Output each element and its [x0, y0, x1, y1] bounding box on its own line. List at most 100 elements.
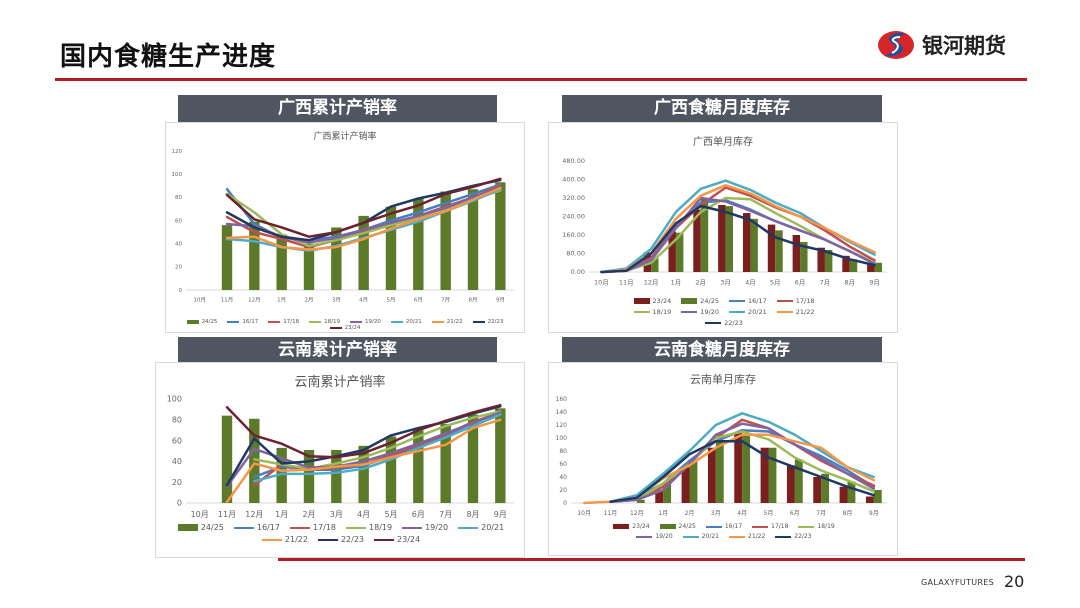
legend-swatch: [186, 319, 199, 325]
bar-23-24: [813, 477, 822, 503]
legend-swatch: [227, 321, 240, 323]
bar-24-25: [358, 445, 369, 503]
bar-24-25: [413, 430, 424, 503]
legend-item: 16/17: [705, 523, 743, 530]
legend-item: 24/25: [681, 297, 719, 305]
x-tick-label: 6月: [795, 279, 806, 287]
bar-24-25: [467, 414, 479, 503]
bar-24-25: [663, 483, 672, 503]
x-tick-label: 5月: [384, 510, 397, 519]
y-tick-label: 140: [556, 409, 568, 416]
legend-swatch: [633, 298, 650, 304]
legend-label: 21/22: [446, 319, 463, 325]
bar-24-25: [249, 418, 260, 503]
y-tick-label: 80: [559, 448, 567, 455]
x-tick-label: 11月: [221, 297, 234, 304]
legend-item: 18/19: [633, 308, 671, 316]
legend-swatch: [729, 311, 745, 313]
line-23-24: [225, 403, 502, 459]
x-tick-label: 10月: [191, 510, 209, 519]
x-tick-label: 3月: [720, 279, 731, 287]
legend-item: 20/21: [458, 523, 504, 532]
y-tick-label: 40: [559, 474, 567, 481]
bottom-divider: [278, 558, 1025, 561]
bar-23-24: [760, 447, 769, 503]
x-tick-label: 12月: [248, 297, 261, 304]
line-18-19: [253, 410, 502, 470]
legend-swatch: [705, 525, 722, 528]
y-tick-label: 0: [179, 288, 183, 294]
bar-23-24: [693, 209, 701, 272]
x-tick-label: 2月: [685, 510, 695, 517]
bar-23-24: [817, 247, 825, 272]
chart-title: 云南累计产销率: [294, 375, 386, 390]
bar-24-25: [821, 473, 830, 503]
legend-label: 18/19: [324, 319, 340, 325]
bar-24-25: [636, 499, 645, 503]
bar-24-25: [303, 449, 315, 503]
bar-23-24: [839, 486, 848, 503]
panel-header-gx-rate: 广西累计产销率: [178, 95, 497, 122]
legend-item: 20/21: [682, 533, 719, 540]
legend-swatch: [268, 321, 281, 323]
x-tick-label: 5月: [764, 510, 774, 517]
bar-24-25: [440, 191, 451, 290]
y-tick-label: 20: [172, 478, 182, 487]
chart-legend: 24/25 16/17 17/18 18/19 19/20 20/21 21/22 22/23…: [166, 319, 524, 331]
legend-swatch: [776, 300, 793, 302]
chart-gx-monthly-stock: 广西单月库存 0.00 80.00 160.00 240.00 320.00 400.00…: [548, 122, 898, 333]
y-tick-label: 100: [172, 172, 183, 178]
legend-label: 23/24: [652, 297, 672, 305]
x-tick-label: 10月: [594, 279, 609, 287]
legend-swatch: [729, 300, 745, 302]
y-tick-label: 80: [175, 195, 182, 201]
y-tick-label: 60: [559, 461, 567, 468]
bar-24-25: [700, 198, 709, 272]
line-18-19: [609, 430, 876, 503]
bar-24-25: [824, 250, 833, 272]
legend-label: 18/19: [817, 523, 835, 530]
bar-24-25: [847, 481, 856, 503]
legend-label: 20/21: [748, 308, 767, 316]
x-tick-label: 1月: [671, 279, 682, 287]
x-tick-label: 3月: [330, 510, 343, 519]
chart-yn-monthly-stock: 云南单月库存 0 20 40 60 80 100 120 140 160 10月 11月 12月 1月 2…: [548, 362, 898, 556]
x-tick-label: 4月: [737, 510, 747, 517]
legend-label: 19/20: [655, 533, 673, 540]
line-21-22: [225, 186, 502, 251]
legend-item: 19/20: [402, 523, 448, 532]
legend-swatch: [729, 535, 745, 538]
bar-23-24: [655, 490, 664, 503]
x-tick-label: 1月: [658, 510, 668, 517]
x-tick-label: 4月: [745, 279, 756, 287]
y-tick-label: 160: [556, 396, 568, 403]
line-20-21: [609, 412, 876, 503]
x-tick-label: 3月: [711, 510, 721, 517]
legend-swatch: [233, 526, 254, 529]
legend-label: 22/23: [794, 533, 812, 540]
legend-item: 16/17: [729, 297, 767, 305]
legend-item: 19/20: [681, 308, 719, 316]
bar-24-25: [413, 198, 424, 290]
legend-label: 17/18: [771, 523, 789, 530]
chart-title: 云南单月库存: [690, 373, 756, 386]
line-17-18: [600, 186, 876, 274]
line-21-22: [225, 418, 502, 504]
plot-svg: 0 20 40 60 80 100 10月 11月 12月 1月 2月 3月 4月 5月 6月 7月 8月 9月: [167, 395, 514, 519]
legend-item: 22/23: [775, 533, 812, 540]
legend-label: 16/17: [724, 523, 743, 530]
bar-23-24: [681, 467, 690, 503]
y-tick-label: 60: [175, 218, 182, 224]
bar-24-25: [750, 218, 758, 272]
legend-label: 22/23: [724, 319, 743, 327]
bar-24-25: [358, 215, 369, 290]
legend-label: 19/20: [700, 308, 719, 316]
bar-24-25: [331, 227, 342, 290]
legend-label: 24/25: [201, 319, 218, 325]
bar-24-25: [249, 221, 260, 290]
legend-label: 16/17: [242, 319, 259, 325]
y-tick-label: 100: [556, 435, 568, 442]
line-23-24: [225, 177, 502, 238]
panel-header-yn-rate: 云南累计产销率: [178, 337, 497, 364]
bar-24-25: [874, 262, 883, 272]
